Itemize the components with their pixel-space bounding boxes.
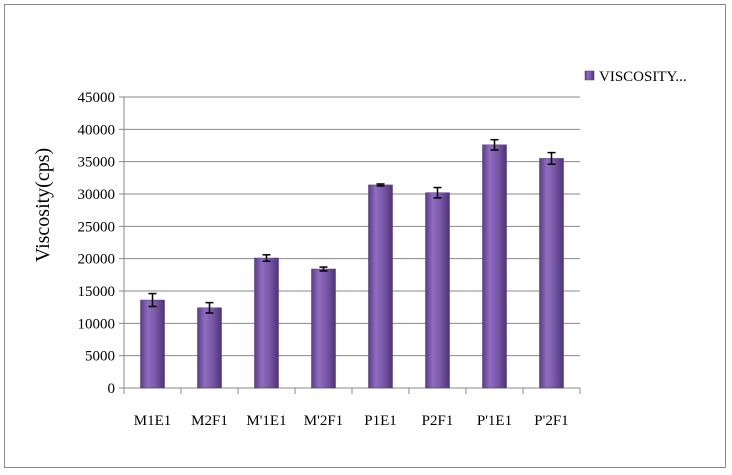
error-bar: [376, 183, 385, 187]
bar-p2f1: [425, 192, 450, 389]
legend-label: VISCOSITY...: [599, 69, 687, 85]
bar-m1e1: [254, 257, 279, 389]
y-tick-label: 0: [108, 381, 116, 397]
y-tick-label: 35000: [78, 155, 116, 171]
y-tick-label: 40000: [78, 122, 116, 138]
y-tick-label: 30000: [78, 187, 116, 203]
gridlines: [124, 96, 580, 357]
error-bar: [262, 254, 271, 263]
bar-p1e1: [368, 184, 393, 389]
error-bar: [490, 138, 499, 151]
y-tick-label: 20000: [78, 252, 116, 268]
error-bar: [433, 186, 442, 199]
y-tick-label: 10000: [78, 316, 116, 332]
error-bar: [148, 292, 157, 308]
x-tick-label: P'2F1: [534, 413, 568, 429]
legend: VISCOSITY...: [584, 69, 687, 85]
bar-m2f1: [311, 268, 336, 389]
x-tick-label: P1E1: [364, 413, 397, 429]
error-bar: [319, 266, 328, 272]
axes: [119, 96, 581, 394]
y-tick-label: 15000: [78, 284, 116, 300]
x-tick-label: P'1E1: [477, 413, 512, 429]
y-axis-title: Viscosity(cps): [32, 148, 54, 262]
x-tick-label: M1E1: [134, 413, 172, 429]
error-bar: [205, 301, 214, 314]
x-tick-label: M'2F1: [304, 413, 343, 429]
y-tick-label: 5000: [85, 349, 115, 365]
x-tick-label: M'1E1: [246, 413, 286, 429]
y-tick-label: 45000: [78, 90, 116, 106]
tick-labels: 0 5000 10000 15000 20000 25000 30000 35000 40000…: [78, 90, 569, 429]
error-bar: [547, 151, 556, 166]
bar-p1e1: [482, 144, 507, 389]
bar-m1e1: [140, 299, 165, 389]
x-tick-label: P2F1: [422, 413, 454, 429]
y-tick-label: 25000: [78, 219, 116, 235]
bar-p2f1: [539, 158, 564, 389]
bar-m2f1: [197, 307, 222, 389]
legend-swatch: [584, 70, 595, 81]
bars: [140, 138, 564, 389]
x-tick-label: M2F1: [191, 413, 228, 429]
